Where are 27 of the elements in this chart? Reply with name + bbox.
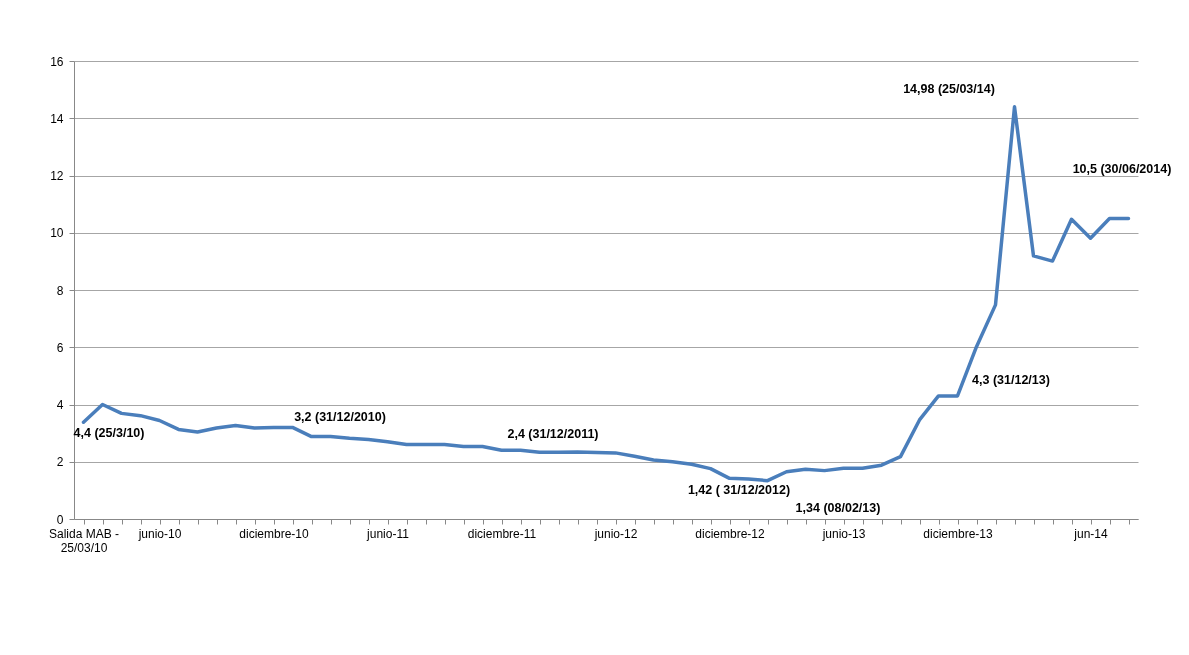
annotation: 1,42 ( 31/12/2012) <box>687 483 791 497</box>
x-tick-label: Salida MAB - 25/03/10 <box>48 526 120 555</box>
annotation: 3,2 (31/12/2010) <box>294 410 386 424</box>
x-tick-label: diciembre-10 <box>239 526 309 541</box>
y-tick-label: 4 <box>56 398 64 412</box>
x-tick-label: diciembre-11 <box>467 526 537 541</box>
y-tick-label: 0 <box>56 512 64 527</box>
annotation: 4,4 (25/3/10) <box>73 426 145 440</box>
annotation: 10,5 (30/06/2014) <box>1072 162 1172 176</box>
x-tick-label: junio-10 <box>137 526 182 541</box>
x-tick-label: junio-13 <box>821 526 866 541</box>
x-tick-label: junio-11 <box>366 526 410 541</box>
y-tick-label: 2 <box>56 455 64 470</box>
annotation: 1,34 (08/02/13) <box>795 501 881 515</box>
y-tick-label: 16 <box>50 54 64 69</box>
annotation: 2,4 (31/12/2011) <box>507 427 599 441</box>
x-tick-label: jun-14 <box>1073 526 1108 541</box>
annotation: 14,98 (25/03/14) <box>903 82 995 96</box>
y-tick-label: 8 <box>56 283 64 298</box>
y-tick-label: 6 <box>56 340 64 355</box>
x-tick-label: diciembre-12 <box>695 526 765 541</box>
y-tick-label: 14 <box>50 111 64 126</box>
annotation: 4,3 (31/12/13) <box>972 373 1050 387</box>
x-tick-label: diciembre-13 <box>923 526 993 541</box>
x-tick-label: junio-12 <box>593 526 638 541</box>
y-tick-label: 10 <box>50 226 64 241</box>
y-tick-label: 12 <box>50 169 64 183</box>
